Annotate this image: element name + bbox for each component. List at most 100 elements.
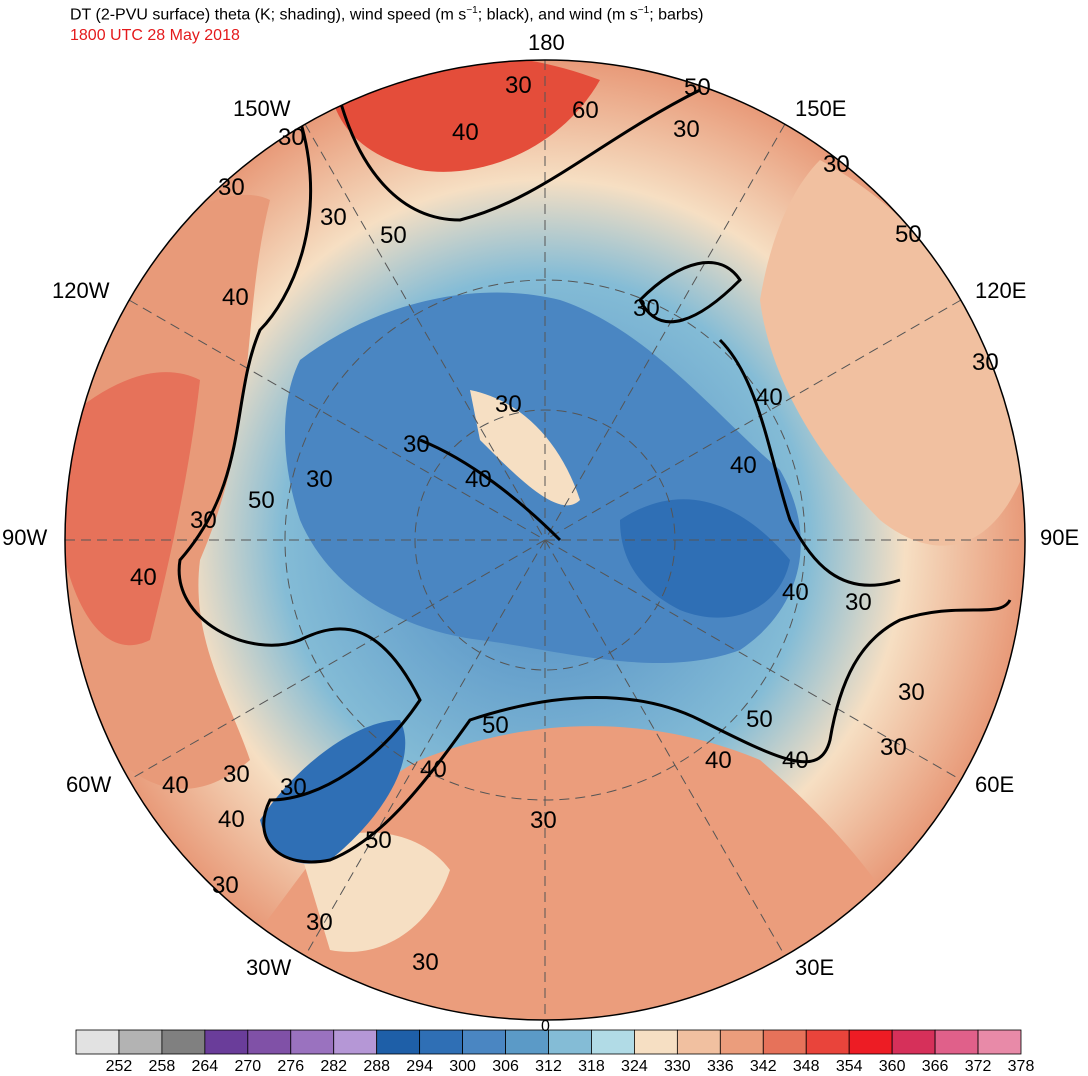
contour-label: 40 (420, 756, 447, 783)
lon-label-90w: 90W (2, 525, 48, 550)
contour-label: 30 (412, 949, 439, 976)
contour-label: 40 (465, 466, 492, 493)
contour-label: 40 (730, 452, 757, 479)
colorbar-tick-label: 360 (879, 1058, 906, 1075)
lon-label-60w: 60W (66, 772, 112, 797)
colorbar-tick-label: 318 (578, 1058, 605, 1075)
contour-label: 40 (705, 747, 732, 774)
colorbar-tick-label: 312 (535, 1058, 562, 1075)
colorbar-swatch (462, 1029, 506, 1055)
colorbar-swatch (376, 1029, 421, 1055)
contour-label: 50 (365, 827, 392, 854)
colorbar-swatch (75, 1029, 120, 1055)
colorbar-tick-label: 378 (1008, 1058, 1035, 1075)
contour-label: 30 (320, 204, 347, 231)
contour-label: 30 (823, 151, 850, 178)
colorbar-swatch (290, 1029, 335, 1055)
colorbar-tick-label: 306 (492, 1058, 519, 1075)
hot-region-north (330, 60, 600, 172)
colorbar-tick-label: 354 (836, 1058, 863, 1075)
contour-label: 30 (898, 679, 925, 706)
colorbar-tick-label: 270 (234, 1058, 261, 1075)
lon-label-150e: 150E (795, 96, 847, 121)
colorbar-tick-label: 366 (922, 1058, 949, 1075)
contour-labels: 30 60 50 40 50 30 30 30 40 30 30 30 40 3… (130, 72, 999, 976)
contour-label: 40 (130, 564, 157, 591)
figure-title: DT (2-PVU surface) theta (K; shading), w… (70, 5, 704, 24)
contour-label: 50 (895, 221, 922, 248)
contour-label: 40 (756, 384, 783, 411)
contour-label: 60 (572, 97, 599, 124)
colorbar-swatch (118, 1029, 163, 1055)
lon-label-180: 180 (528, 30, 565, 55)
contour-label: 50 (248, 487, 275, 514)
colorbar: 252 258 264 270 276 282 288 294 300 306 312 318 324 3… (75, 1029, 1035, 1075)
warm-region-east (760, 160, 1025, 546)
lon-label-60e: 60E (975, 772, 1015, 797)
colorbar-tick-label: 264 (192, 1058, 219, 1075)
colorbar-tick-label: 288 (363, 1058, 390, 1075)
colorbar-swatch (204, 1029, 249, 1055)
lon-label-90e: 90E (1040, 525, 1080, 550)
contour-label: 30 (673, 116, 700, 143)
colorbar-tick-label: 300 (449, 1058, 476, 1075)
contour-label: 40 (222, 284, 249, 311)
contour-label: 40 (782, 579, 809, 606)
lon-label-120w: 120W (52, 278, 110, 303)
colorbar-swatch (977, 1029, 1022, 1055)
colorbar-tick-label: 276 (277, 1058, 304, 1075)
colorbar-swatch (333, 1029, 378, 1055)
contour-label: 40 (452, 119, 479, 146)
colorbar-swatch (805, 1029, 850, 1055)
colorbar-tick-label: 372 (965, 1058, 992, 1075)
contour-label: 30 (633, 295, 660, 322)
colorbar-swatch (848, 1029, 893, 1055)
colorbar-swatch (676, 1029, 721, 1055)
colorbar-tick-label: 324 (621, 1058, 648, 1075)
colorbar-tick-label: 294 (406, 1058, 433, 1075)
contour-label: 40 (218, 806, 245, 833)
wind-speed-contours (177, 88, 1012, 864)
valid-time: 1800 UTC 28 May 2018 (70, 27, 240, 44)
lon-label-30e: 30E (795, 955, 835, 980)
lon-label-150w: 150W (233, 96, 291, 121)
contour-label: 30 (190, 507, 217, 534)
contour-label: 30 (278, 124, 305, 151)
colorbar-swatch (548, 1029, 592, 1055)
contour-label: 30 (495, 391, 522, 418)
colorbar-tick-label: 282 (320, 1058, 347, 1075)
contour-label: 30 (403, 431, 430, 458)
warm-region-southwest (300, 832, 450, 952)
lon-label-120e: 120E (975, 278, 1027, 303)
colorbar-tick-label: 342 (750, 1058, 777, 1075)
map-border (64, 59, 1026, 1021)
contour-label: 30 (880, 734, 907, 761)
colorbar-tick-label: 252 (106, 1058, 133, 1075)
contour-label: 30 (306, 909, 333, 936)
colorbar-tick-label: 330 (664, 1058, 691, 1075)
contour-label: 30 (845, 589, 872, 616)
contour-label: 50 (482, 712, 509, 739)
contour-label: 40 (782, 747, 809, 774)
colorbar-swatch (161, 1029, 206, 1055)
cold-core-siberia (620, 499, 790, 618)
colorbar-swatch (891, 1029, 936, 1055)
colorbar-swatch (934, 1029, 979, 1055)
colorbar-swatch (591, 1029, 635, 1055)
contour-label: 30 (505, 72, 532, 99)
colorbar-swatch (634, 1029, 678, 1055)
colorbar-swatch (762, 1029, 807, 1055)
contour-label: 40 (162, 772, 189, 799)
contour-label: 50 (380, 222, 407, 249)
warm-region-south (260, 726, 900, 1020)
contour-label: 30 (223, 761, 250, 788)
lon-label-0: 0 (541, 1018, 550, 1035)
colorbar-tick-label: 348 (793, 1058, 820, 1075)
contour-label: 30 (306, 466, 333, 493)
colorbar-tick-label: 336 (707, 1058, 734, 1075)
colorbar-swatch (247, 1029, 292, 1055)
lon-label-30w: 30W (246, 955, 292, 980)
contour-label: 30 (280, 774, 307, 801)
colorbar-tick-label: 258 (149, 1058, 176, 1075)
